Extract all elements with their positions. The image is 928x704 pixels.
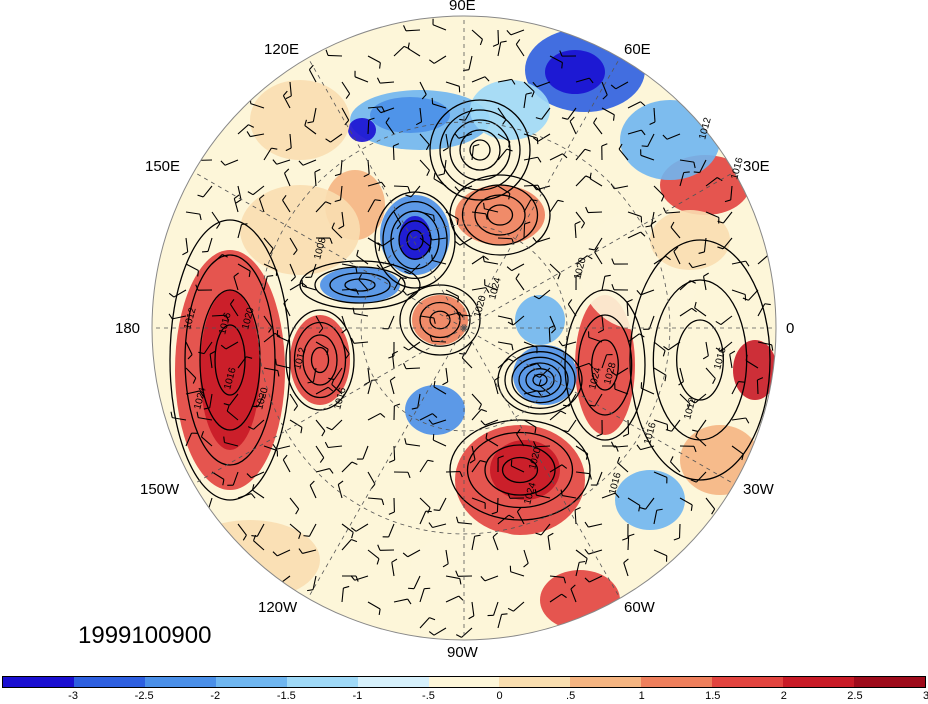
colorbar-segment <box>854 677 925 687</box>
colorbar-segment <box>429 677 500 687</box>
lon-label-120e: 120E <box>264 41 299 58</box>
wind-barb-flag <box>642 146 648 147</box>
colorbar-tick-label: -2.5 <box>135 690 154 702</box>
wind-barb-flag <box>738 382 744 383</box>
wind-barb-flag <box>224 437 225 443</box>
wind-barb <box>549 328 550 342</box>
colorbar-tick-label: 0 <box>496 690 502 702</box>
colorbar-segment <box>712 677 783 687</box>
lon-label-0: 0 <box>786 320 794 337</box>
wind-barb <box>368 120 369 134</box>
colorbar-segment <box>783 677 854 687</box>
colorbar-segment <box>570 677 641 687</box>
wind-barb <box>394 186 408 187</box>
anomaly-patch <box>545 50 605 94</box>
wind-barb <box>628 420 629 434</box>
lon-label-90e: 90E <box>449 0 476 14</box>
colorbar-tick-label: 2.5 <box>847 690 862 702</box>
colorbar-tick-label: -1.5 <box>277 690 296 702</box>
colorbar <box>2 676 926 688</box>
wind-barb-flag <box>401 278 407 279</box>
wind-barb-flag <box>684 172 690 173</box>
wind-barb-flag <box>562 62 563 68</box>
colorbar-segment <box>358 677 429 687</box>
lon-label-150e: 150E <box>145 158 180 175</box>
colorbar-segment <box>74 677 145 687</box>
lon-label-120w: 120W <box>258 599 297 616</box>
anomaly-patch <box>250 80 350 160</box>
wind-barb-flag <box>371 380 377 381</box>
anomaly-patch <box>455 185 545 245</box>
wind-barb <box>498 238 512 239</box>
lon-label-90w: 90W <box>447 644 478 661</box>
anomaly-patch <box>650 210 730 270</box>
colorbar-tick-label: 2 <box>781 690 787 702</box>
colorbar-segment <box>145 677 216 687</box>
colorbar-tick-label: -2 <box>210 690 220 702</box>
colorbar-tick-label: .5 <box>566 690 575 702</box>
anomaly-patch <box>405 385 465 435</box>
colorbar-segment <box>641 677 712 687</box>
wind-barb-flag <box>198 271 199 277</box>
date-label: 1999100900 <box>78 622 211 650</box>
wind-barb-flag <box>242 224 248 225</box>
wind-barb-flag <box>614 115 615 121</box>
wind-barb <box>536 446 550 447</box>
wind-barb <box>498 30 499 44</box>
wind-barb <box>393 146 394 160</box>
lon-label-30w: 30W <box>743 481 774 498</box>
wind-barb-flag <box>769 255 774 258</box>
colorbar-segment <box>216 677 287 687</box>
wind-barb <box>757 380 758 394</box>
colorbar-segment <box>287 677 358 687</box>
wind-barb-flag <box>196 155 198 161</box>
wind-barb <box>628 536 629 550</box>
wind-barb-flag <box>302 280 303 286</box>
colorbar-tick-label: -3 <box>68 690 78 702</box>
wind-barb-flag <box>274 581 279 584</box>
anomaly-patch <box>370 97 450 133</box>
lon-label-30e: 30E <box>743 158 770 175</box>
wind-barb-flag <box>380 63 381 69</box>
wind-barb-flag <box>432 255 433 261</box>
lon-label-60w: 60W <box>624 599 655 616</box>
colorbar-tick-label: -1 <box>352 690 362 702</box>
wind-barb <box>497 498 498 512</box>
wind-barb <box>524 224 525 238</box>
anomaly-patch <box>515 295 565 345</box>
lon-label-180: 180 <box>115 320 140 337</box>
wind-barb-flag <box>434 510 440 511</box>
wind-barb-flag <box>694 172 700 173</box>
colorbar-tick-label: 1.5 <box>705 690 720 702</box>
colorbar-tick-label: 3 <box>923 690 928 702</box>
lon-label-60e: 60E <box>624 41 651 58</box>
colorbar-tick-label: 1 <box>639 690 645 702</box>
anomaly-patch <box>348 118 376 142</box>
wind-barb <box>328 55 342 56</box>
colorbar-segment <box>499 677 570 687</box>
wind-barb-flag <box>303 536 309 537</box>
wind-barb-flag <box>251 536 257 537</box>
wind-barb-flag <box>502 614 508 615</box>
anomaly-patch <box>410 530 550 610</box>
anomaly-patch <box>615 470 685 530</box>
wind-barb <box>406 368 420 369</box>
colorbar-tick-label: -.5 <box>422 690 435 702</box>
wind-barb-flag <box>458 296 459 302</box>
lon-label-150w: 150W <box>140 481 179 498</box>
colorbar-segment <box>3 677 74 687</box>
wind-barb <box>588 212 602 213</box>
